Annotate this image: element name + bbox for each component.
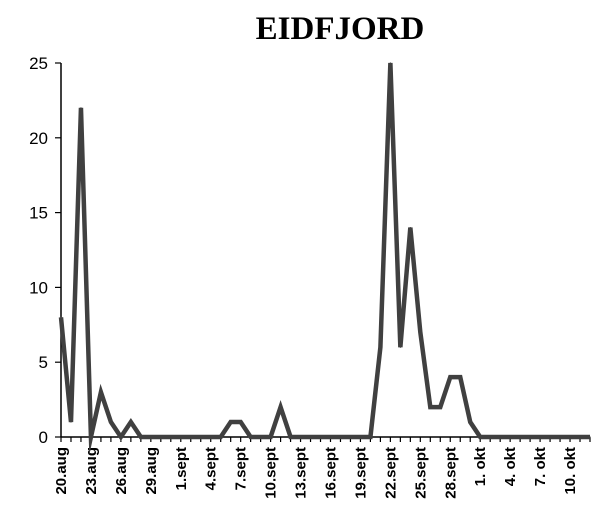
data-point	[250, 436, 252, 438]
y-tick-label: 20	[29, 129, 48, 148]
y-axis: 0 5 10 15 20 25	[29, 54, 62, 447]
data-point	[230, 421, 232, 423]
series-group	[58, 62, 591, 456]
series-line	[58, 62, 590, 456]
data-point	[399, 346, 401, 348]
x-tick-label: 22.sept	[382, 447, 399, 499]
x-tick-label: 1. okt	[472, 447, 489, 486]
y-tick-label: 0	[39, 428, 48, 447]
data-point	[549, 436, 551, 438]
data-point	[80, 107, 82, 109]
data-point	[529, 436, 531, 438]
data-point	[559, 436, 561, 438]
x-axis: 20.aug 23.aug 26.aug 29.aug 1.sept 4.sept 7.se…	[53, 436, 591, 499]
data-point	[349, 436, 352, 438]
data-point	[299, 436, 302, 438]
data-point	[100, 391, 102, 393]
x-tick-label: 1.sept	[173, 447, 190, 490]
x-tick-label: 16.sept	[322, 447, 339, 499]
data-point	[449, 376, 451, 378]
chart-title: EIDFJORD	[256, 11, 425, 47]
data-point	[110, 421, 112, 423]
x-tick-label: 29.aug	[143, 447, 160, 495]
data-point	[260, 436, 262, 438]
y-tick-label: 25	[29, 54, 48, 73]
data-point	[120, 436, 122, 438]
y-tick-label: 15	[29, 204, 48, 223]
data-point	[479, 436, 481, 438]
x-tick-label: 4. okt	[502, 447, 519, 486]
data-point	[190, 436, 192, 438]
x-tick-label: 26.aug	[113, 447, 130, 495]
x-tick-label: 20.aug	[53, 447, 70, 495]
data-point	[319, 436, 322, 438]
data-point	[589, 436, 591, 438]
data-point	[519, 436, 521, 438]
data-point	[240, 421, 242, 423]
data-point	[359, 436, 362, 438]
x-tick-label: 10.sept	[263, 447, 280, 499]
data-point	[379, 346, 381, 348]
x-tick-label: 10. okt	[562, 447, 579, 495]
x-tick-label: 7. okt	[532, 447, 549, 486]
x-tick-label: 7.sept	[233, 447, 250, 490]
data-point	[90, 436, 92, 438]
data-point	[409, 226, 411, 229]
x-tick-label: 13.sept	[293, 447, 310, 499]
data-point	[270, 436, 272, 438]
data-point	[140, 436, 142, 438]
x-tick-label: 28.sept	[442, 447, 459, 499]
data-point	[569, 436, 571, 438]
data-point	[489, 436, 491, 438]
data-point	[499, 436, 501, 438]
data-point	[289, 436, 292, 438]
data-point	[130, 421, 132, 423]
data-point	[309, 436, 312, 438]
data-point	[469, 421, 471, 423]
x-tick-label: 25.sept	[412, 447, 429, 499]
data-point	[60, 316, 62, 318]
data-point	[419, 331, 421, 333]
data-point	[210, 436, 212, 438]
data-point	[339, 436, 342, 438]
data-point	[180, 436, 182, 438]
data-point	[369, 436, 372, 438]
data-point	[389, 62, 391, 64]
data-point	[70, 421, 72, 423]
x-tick-label: 4.sept	[203, 447, 220, 490]
data-point	[160, 436, 162, 438]
data-point	[579, 436, 581, 438]
data-point	[170, 436, 172, 438]
data-point	[459, 376, 461, 378]
data-point	[150, 436, 152, 438]
data-point	[539, 436, 541, 438]
y-tick-label: 10	[29, 278, 48, 297]
data-point	[329, 436, 332, 438]
data-point	[429, 406, 431, 408]
data-point	[200, 436, 202, 438]
data-point	[439, 406, 441, 408]
data-point	[509, 436, 511, 438]
data-point	[279, 406, 282, 408]
x-tick-label: 19.sept	[352, 447, 369, 499]
y-tick-label: 5	[39, 353, 48, 372]
x-tick-label: 23.aug	[83, 447, 100, 495]
data-point	[220, 436, 222, 438]
